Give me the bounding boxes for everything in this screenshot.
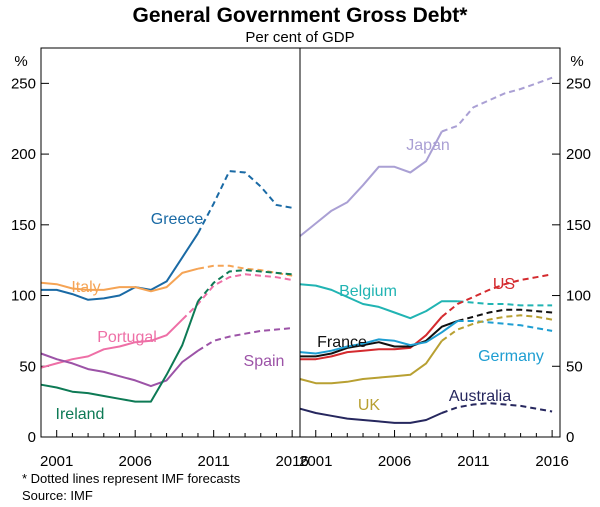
- japan-actual-line: [299, 131, 443, 237]
- spain-label: Spain: [244, 353, 285, 370]
- left-y-tick-label: 150: [11, 217, 36, 234]
- right-y-tick-label: 250: [566, 75, 591, 92]
- greece-actual-line: [41, 232, 199, 301]
- left-y-tick-label: 50: [19, 358, 36, 375]
- germany-actual-line: [299, 320, 459, 355]
- right-y-tick-label: 100: [566, 288, 591, 305]
- italy-forecast-line: [197, 264, 293, 277]
- series-labels: Greece Italy Portugal Spain Ireland Japan Belg…: [56, 137, 544, 423]
- spain-forecast-line: [197, 327, 293, 352]
- australia-actual-line: [299, 407, 443, 424]
- chart-title: General Government Gross Debt*: [133, 4, 469, 27]
- left-axis-unit: %: [14, 53, 27, 70]
- right-x-tick-label: 2011: [457, 453, 489, 470]
- right-y-tick-label: 200: [566, 146, 591, 163]
- us-actual-line: [300, 316, 443, 361]
- left-y-tick-label: 100: [11, 288, 36, 305]
- left-y-tick-label: 250: [11, 75, 36, 92]
- right-y-tick-label: 50: [566, 358, 583, 375]
- right-axis-unit: %: [570, 53, 583, 70]
- right-x-tick-label: 2006: [378, 453, 411, 470]
- left-y-tick-label: 0: [28, 429, 36, 446]
- italy-actual-line: [40, 267, 199, 293]
- us-label: US: [493, 276, 515, 293]
- right-y-tick-label: 150: [566, 217, 591, 234]
- japan-label: Japan: [406, 137, 450, 154]
- right-x-tick-label: 2001: [299, 453, 332, 470]
- portugal-label: Portugal: [97, 329, 157, 346]
- italy-label: Italy: [71, 279, 100, 296]
- source-note: Source: IMF: [22, 488, 93, 503]
- left-x-tick-label: 2006: [118, 453, 151, 470]
- right-y-tick-label: 0: [566, 429, 574, 446]
- france-actual-line: [300, 320, 458, 358]
- left-y-tick-label: 200: [11, 146, 36, 163]
- uk-actual-line: [299, 340, 443, 385]
- footnote: * Dotted lines represent IMF forecasts: [22, 471, 241, 486]
- australia-forecast-line: [441, 402, 553, 414]
- us-forecast-line: [441, 273, 553, 318]
- ireland-actual-line: [40, 300, 199, 403]
- left-x-tick-label: 2016: [275, 453, 308, 470]
- chart-subtitle: Per cent of GDP: [245, 29, 354, 46]
- belgium-forecast-line: [457, 300, 553, 307]
- axis-ticks: 0 0 50 50 100 100 150 150 200 200 250 250 2001 2006 20…: [11, 75, 591, 470]
- spain-actual-line: [40, 349, 199, 388]
- ireland-forecast-line: [197, 269, 293, 302]
- germany-forecast-line: [457, 320, 553, 332]
- japan-forecast-line: [441, 76, 553, 133]
- australia-label: Australia: [449, 388, 511, 405]
- uk-forecast-line: [441, 314, 553, 342]
- uk-label: UK: [358, 397, 381, 414]
- series-lines: [40, 76, 553, 424]
- france-label: France: [317, 334, 367, 351]
- left-x-tick-label: 2001: [40, 453, 73, 470]
- greece-label: Greece: [151, 211, 204, 228]
- left-x-tick-label: 2011: [198, 453, 230, 470]
- france-forecast-line: [457, 308, 553, 322]
- portugal-forecast-line: [181, 273, 293, 321]
- belgium-actual-line: [299, 283, 458, 320]
- belgium-label: Belgium: [339, 283, 397, 300]
- germany-label: Germany: [478, 348, 544, 365]
- right-x-tick-label: 2016: [535, 453, 568, 470]
- greece-forecast-line: [197, 170, 293, 234]
- ireland-label: Ireland: [56, 406, 105, 423]
